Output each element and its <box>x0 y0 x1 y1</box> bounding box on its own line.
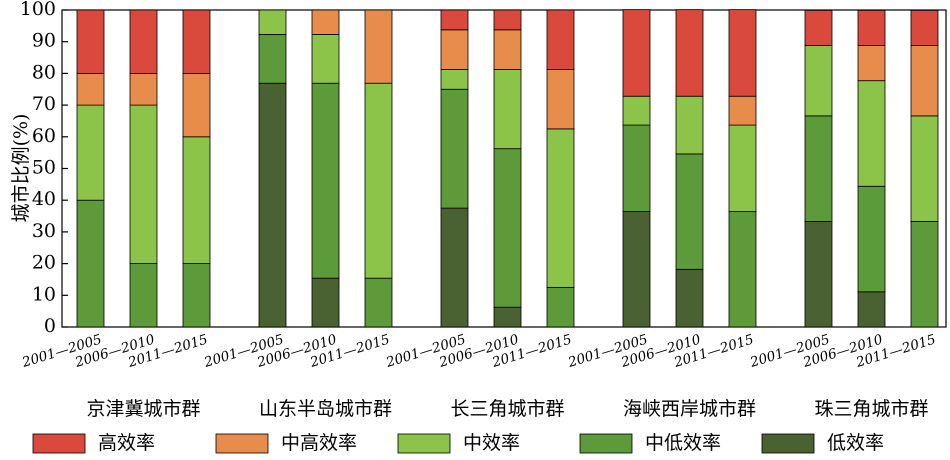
bar-segment <box>728 95 757 126</box>
bar-segment <box>311 9 340 35</box>
y-tick-label: 40 <box>32 188 56 210</box>
bar-segment <box>857 45 886 82</box>
bar-segment <box>857 185 886 293</box>
y-tick-label: 80 <box>32 61 56 83</box>
y-tick-label: 90 <box>32 30 56 52</box>
bar-segment <box>728 211 757 328</box>
bar-segment <box>129 73 158 106</box>
bar-segment <box>910 221 939 328</box>
bar-segment <box>910 9 939 46</box>
y-tick-label: 20 <box>32 252 56 274</box>
bar-segment <box>76 73 105 106</box>
bar-segment <box>182 136 211 265</box>
bar-segment <box>440 88 469 209</box>
group-label: 山东半岛城市群 <box>259 398 392 420</box>
bar-segment <box>493 148 522 308</box>
legend-label: 中高效率 <box>281 432 357 454</box>
bar-segment <box>857 291 886 328</box>
legend-item: 中高效率 <box>215 432 357 454</box>
legend-item: 中低效率 <box>579 432 721 454</box>
bar-segment <box>493 29 522 70</box>
bar-segment <box>182 73 211 138</box>
bar-segment <box>675 9 704 97</box>
bar-segment <box>546 69 575 130</box>
legend-swatch <box>397 433 451 454</box>
bar-segment <box>440 207 469 328</box>
bar-segment <box>364 82 393 279</box>
bar-segment <box>364 9 393 84</box>
group-labels: 京津冀城市群 山东半岛城市群 长三角城市群 海峡西岸城市群 珠三角城市群 <box>86 398 928 420</box>
bar-segment <box>622 211 651 328</box>
bar-segment <box>364 277 393 328</box>
bar-segment <box>622 95 651 126</box>
legend-label: 低效率 <box>827 432 884 454</box>
y-tick-label: 30 <box>32 220 56 242</box>
bar-segment <box>857 80 886 187</box>
bar-segment <box>675 153 704 270</box>
bar-segment <box>311 277 340 328</box>
bar-segment <box>76 199 105 328</box>
bar-segment <box>182 9 211 74</box>
legend-swatch <box>579 433 633 454</box>
bar-segment <box>804 45 833 117</box>
y-axis-label: 城市比例(%) <box>10 114 32 223</box>
bar-segment <box>311 82 340 279</box>
bar-segment <box>857 9 886 46</box>
y-axis: 0 10 20 30 40 50 60 70 80 90 100 <box>20 0 68 337</box>
bar-segment <box>546 286 575 328</box>
bar-segment <box>440 29 469 70</box>
group-label: 海峡西岸城市群 <box>623 398 756 420</box>
y-tick-label: 70 <box>32 93 56 115</box>
bars <box>76 9 939 328</box>
legend-swatch <box>215 433 269 454</box>
y-tick-label: 10 <box>32 283 56 305</box>
y-tick-label: 100 <box>20 0 56 20</box>
bar-segment <box>546 128 575 288</box>
group-label: 京津冀城市群 <box>86 398 200 420</box>
bar-segment <box>76 9 105 74</box>
bar-segment <box>546 9 575 70</box>
group-label: 长三角城市群 <box>450 398 564 420</box>
legend-item: 中效率 <box>397 432 520 454</box>
legend: 高效率 中高效率 中效率 中低效率 低效率 <box>32 432 884 454</box>
legend-item: 低效率 <box>761 432 884 454</box>
group-label: 珠三角城市群 <box>814 398 928 420</box>
bar-segment <box>440 9 469 31</box>
y-tick-label: 50 <box>32 157 56 179</box>
bar-segment <box>622 124 651 213</box>
bar-segment <box>258 34 287 84</box>
bar-segment <box>129 9 158 74</box>
bar-segment <box>493 306 522 328</box>
bar-segment <box>182 263 211 328</box>
bar-segment <box>129 263 158 328</box>
bar-segment <box>910 45 939 117</box>
bar-segment <box>804 221 833 328</box>
x-axis: 2001—20052006—20102011—20152001—20052006… <box>19 321 938 371</box>
bar-segment <box>493 69 522 150</box>
bar-segment <box>622 9 651 97</box>
legend-label: 中效率 <box>463 432 520 454</box>
bar-segment <box>804 115 833 222</box>
y-tick-label: 60 <box>32 125 56 147</box>
bar-segment <box>728 9 757 97</box>
bar-segment <box>258 82 287 328</box>
bar-segment <box>129 104 158 264</box>
legend-label: 中低效率 <box>645 432 721 454</box>
bar-segment <box>440 69 469 90</box>
bar-segment <box>258 9 287 35</box>
legend-label: 高效率 <box>98 432 155 454</box>
legend-swatch <box>761 433 815 454</box>
bar-segment <box>311 34 340 84</box>
legend-swatch <box>32 433 86 454</box>
bar-segment <box>675 95 704 155</box>
bar-segment <box>910 115 939 222</box>
bar-segment <box>675 268 704 328</box>
bar-segment <box>493 9 522 31</box>
bar-segment <box>76 104 105 201</box>
legend-item: 高效率 <box>32 432 155 454</box>
bar-segment <box>728 124 757 213</box>
y-tick-label: 0 <box>44 315 56 337</box>
bar-segment <box>804 9 833 46</box>
